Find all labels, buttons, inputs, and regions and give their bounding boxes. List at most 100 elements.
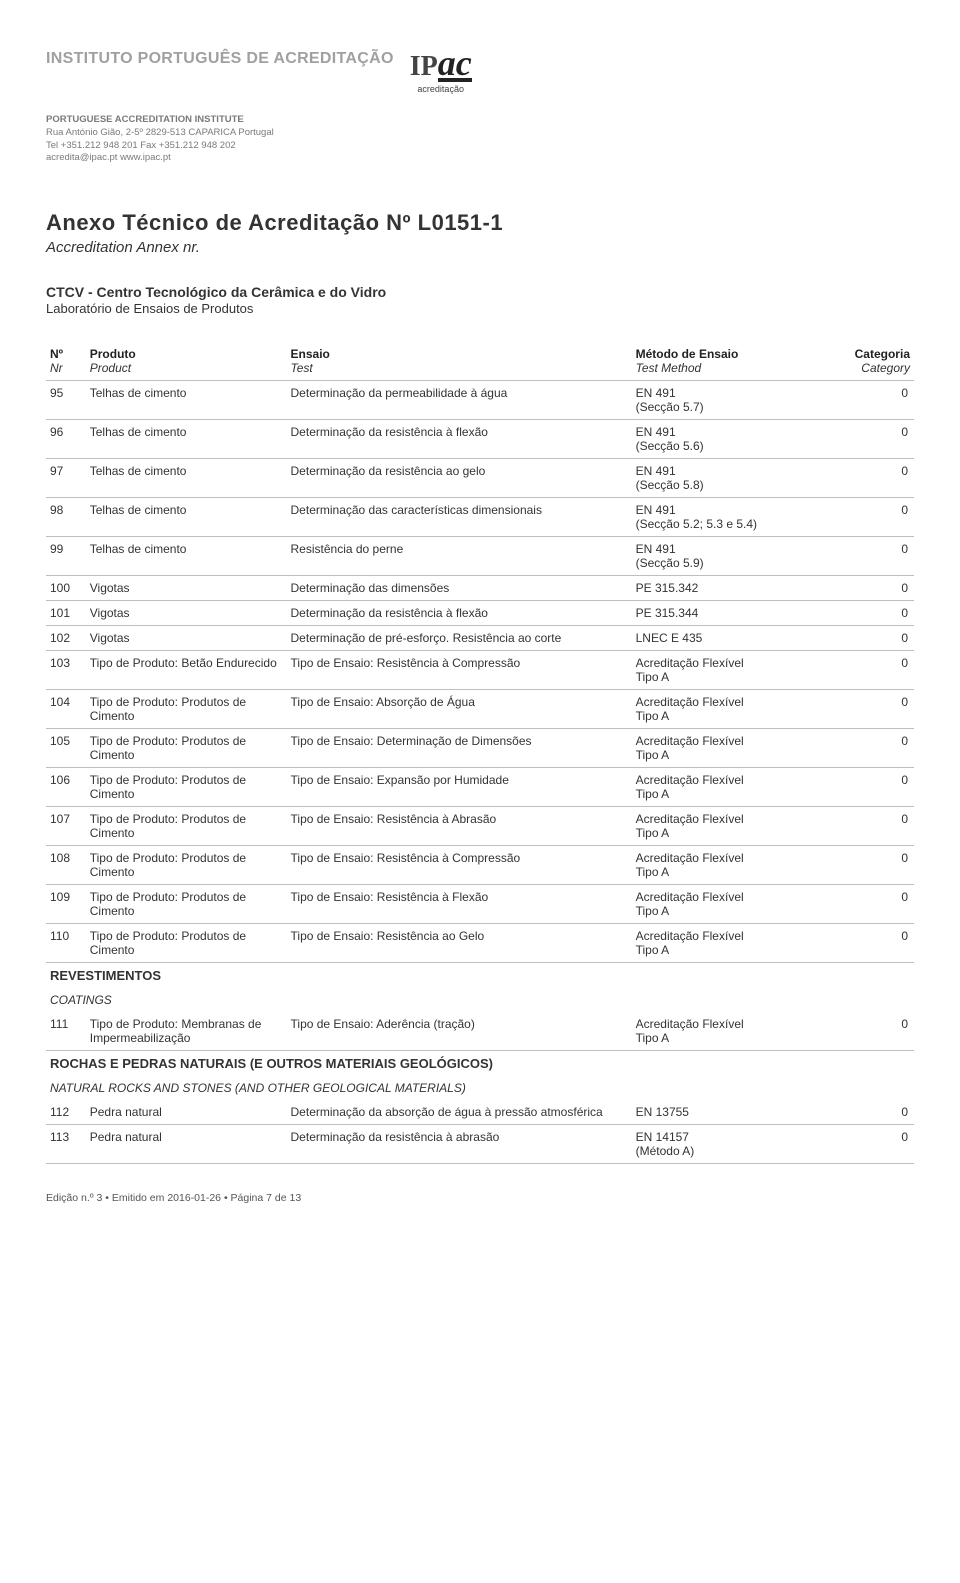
section-subheading: NATURAL ROCKS AND STONES (AND OTHER GEOL… — [46, 1076, 914, 1100]
cell-test: Tipo de Ensaio: Resistência ao Gelo — [287, 924, 632, 963]
cell-method: EN 14157(Método A) — [632, 1125, 841, 1164]
cell-test: Determinação da permeabilidade à água — [287, 381, 632, 420]
cell-nr: 103 — [46, 651, 86, 690]
page-footer: Edição n.º 3 • Emitido em 2016-01-26 • P… — [46, 1192, 914, 1204]
cell-nr: 105 — [46, 729, 86, 768]
cell-product: Tipo de Produto: Produtos de Cimento — [86, 690, 287, 729]
cell-product: Tipo de Produto: Produtos de Cimento — [86, 846, 287, 885]
cell-test: Determinação das características dimensi… — [287, 498, 632, 537]
cell-category: 0 — [841, 576, 914, 601]
cell-method: EN 13755 — [632, 1100, 841, 1125]
table-row: 107Tipo de Produto: Produtos de CimentoT… — [46, 807, 914, 846]
cell-method: EN 491(Secção 5.6) — [632, 420, 841, 459]
cell-nr: 109 — [46, 885, 86, 924]
cell-nr: 100 — [46, 576, 86, 601]
cell-test: Determinação da resistência à flexão — [287, 601, 632, 626]
cell-method: EN 491(Secção 5.8) — [632, 459, 841, 498]
cell-test: Tipo de Ensaio: Resistência à Abrasão — [287, 807, 632, 846]
cell-test: Tipo de Ensaio: Resistência à Flexão — [287, 885, 632, 924]
table-row: 111Tipo de Produto: Membranas de Imperme… — [46, 1012, 914, 1051]
doc-title-block: Anexo Técnico de Acreditação Nº L0151-1 … — [46, 210, 914, 256]
cell-method: Acreditação FlexívelTipo A — [632, 885, 841, 924]
cell-test: Determinação da resistência ao gelo — [287, 459, 632, 498]
col-test-pt: Ensaio — [287, 342, 632, 361]
cell-method: PE 315.342 — [632, 576, 841, 601]
company-name: CTCV - Centro Tecnológico da Cerâmica e … — [46, 284, 914, 300]
cell-method: Acreditação FlexívelTipo A — [632, 690, 841, 729]
cell-method: EN 491(Secção 5.2; 5.3 e 5.4) — [632, 498, 841, 537]
cell-test: Determinação das dimensões — [287, 576, 632, 601]
cell-product: Vigotas — [86, 601, 287, 626]
cell-test: Determinação da resistência à flexão — [287, 420, 632, 459]
cell-nr: 111 — [46, 1012, 86, 1051]
cell-product: Telhas de cimento — [86, 381, 287, 420]
table-row: 113Pedra naturalDeterminação da resistên… — [46, 1125, 914, 1164]
table-head: Nº Produto Ensaio Método de Ensaio Categ… — [46, 342, 914, 381]
cell-category: 0 — [841, 420, 914, 459]
cell-nr: 99 — [46, 537, 86, 576]
section-heading: ROCHAS E PEDRAS NATURAIS (E OUTROS MATER… — [46, 1051, 914, 1077]
cell-category: 0 — [841, 537, 914, 576]
section-subheading: COATINGS — [46, 988, 914, 1012]
lab-name: Laboratório de Ensaios de Produtos — [46, 301, 914, 316]
cell-test: Tipo de Ensaio: Determinação de Dimensõe… — [287, 729, 632, 768]
cell-product: Tipo de Produto: Produtos de Cimento — [86, 807, 287, 846]
cell-product: Tipo de Produto: Produtos de Cimento — [86, 885, 287, 924]
cell-test: Determinação de pré-esforço. Resistência… — [287, 626, 632, 651]
cell-nr: 106 — [46, 768, 86, 807]
table-row: 97Telhas de cimentoDeterminação da resis… — [46, 459, 914, 498]
cell-test: Tipo de Ensaio: Resistência à Compressão — [287, 846, 632, 885]
header-row: INSTITUTO PORTUGUÊS DE ACREDITAÇÃO IP ac… — [46, 50, 914, 94]
cell-test: Tipo de Ensaio: Resistência à Compressão — [287, 651, 632, 690]
cell-product: Telhas de cimento — [86, 537, 287, 576]
cell-method: LNEC E 435 — [632, 626, 841, 651]
data-table: Nº Produto Ensaio Método de Ensaio Categ… — [46, 342, 914, 1164]
table-row: 106Tipo de Produto: Produtos de CimentoT… — [46, 768, 914, 807]
web-mail-line: acredita@ipac.pt www.ipac.pt — [46, 152, 914, 165]
cell-test: Resistência do perne — [287, 537, 632, 576]
cell-category: 0 — [841, 381, 914, 420]
cell-product: Vigotas — [86, 626, 287, 651]
institute-name-en: PORTUGUESE ACCREDITATION INSTITUTE — [46, 114, 914, 127]
table-row: 108Tipo de Produto: Produtos de CimentoT… — [46, 846, 914, 885]
col-nr-en: Nr — [46, 361, 86, 381]
cell-product: Telhas de cimento — [86, 459, 287, 498]
cell-product: Tipo de Produto: Produtos de Cimento — [86, 768, 287, 807]
table-body: 95Telhas de cimentoDeterminação da perme… — [46, 381, 914, 1164]
cell-method: PE 315.344 — [632, 601, 841, 626]
cell-method: Acreditação FlexívelTipo A — [632, 1012, 841, 1051]
cell-method: Acreditação FlexívelTipo A — [632, 807, 841, 846]
cell-nr: 98 — [46, 498, 86, 537]
cell-category: 0 — [841, 807, 914, 846]
cell-nr: 97 — [46, 459, 86, 498]
cell-nr: 104 — [46, 690, 86, 729]
cell-product: Tipo de Produto: Produtos de Cimento — [86, 924, 287, 963]
table-row: 100VigotasDeterminação das dimensõesPE 3… — [46, 576, 914, 601]
cell-test: Tipo de Ensaio: Aderência (tração) — [287, 1012, 632, 1051]
contacts-line: Tel +351.212 948 201 Fax +351.212 948 20… — [46, 140, 914, 153]
table-row: 95Telhas de cimentoDeterminação da perme… — [46, 381, 914, 420]
cell-method: Acreditação FlexívelTipo A — [632, 768, 841, 807]
cell-nr: 110 — [46, 924, 86, 963]
cell-method: Acreditação FlexívelTipo A — [632, 924, 841, 963]
table-row: 101VigotasDeterminação da resistência à … — [46, 601, 914, 626]
cell-category: 0 — [841, 626, 914, 651]
cell-method: Acreditação FlexívelTipo A — [632, 651, 841, 690]
cell-nr: 95 — [46, 381, 86, 420]
section-heading: REVESTIMENTOS — [46, 963, 914, 989]
logo-ip: IP — [410, 51, 438, 83]
cell-method: EN 491(Secção 5.7) — [632, 381, 841, 420]
cell-product: Telhas de cimento — [86, 420, 287, 459]
cell-product: Tipo de Produto: Betão Endurecido — [86, 651, 287, 690]
cell-category: 0 — [841, 768, 914, 807]
col-prod-en: Product — [86, 361, 287, 381]
cell-nr: 107 — [46, 807, 86, 846]
cell-category: 0 — [841, 924, 914, 963]
cell-nr: 112 — [46, 1100, 86, 1125]
cell-category: 0 — [841, 459, 914, 498]
cell-category: 0 — [841, 1125, 914, 1164]
cell-method: Acreditação FlexívelTipo A — [632, 846, 841, 885]
cell-category: 0 — [841, 1012, 914, 1051]
col-prod-pt: Produto — [86, 342, 287, 361]
col-cat-pt: Categoria — [841, 342, 914, 361]
